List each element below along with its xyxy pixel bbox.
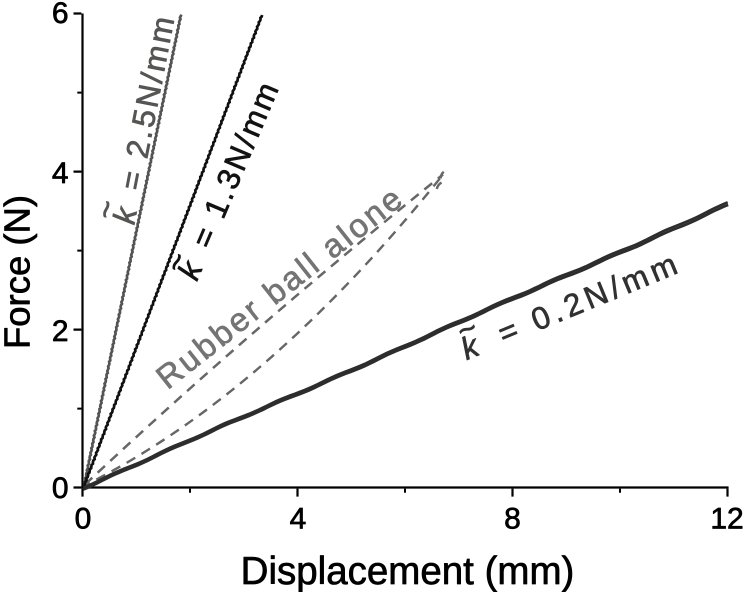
svg-text:Displacement (mm): Displacement (mm)	[241, 550, 575, 592]
svg-text:12: 12	[710, 503, 743, 536]
svg-text:6: 6	[52, 0, 69, 30]
svg-text:k~ = 2.5N/mm: k~ = 2.5N/mm	[86, 7, 182, 227]
svg-text:Force (N): Force (N)	[0, 195, 38, 349]
svg-text:2: 2	[52, 315, 69, 348]
svg-text:8: 8	[504, 503, 521, 536]
svg-text:k~ = 1.3N/mm: k~ = 1.3N/mm	[155, 68, 286, 284]
svg-text:4: 4	[290, 503, 307, 536]
svg-text:0: 0	[52, 472, 69, 505]
svg-text:4: 4	[52, 157, 69, 190]
svg-text:k~ = 0.2N/mm: k~ = 0.2N/mm	[449, 227, 686, 366]
svg-text:0: 0	[75, 503, 92, 536]
